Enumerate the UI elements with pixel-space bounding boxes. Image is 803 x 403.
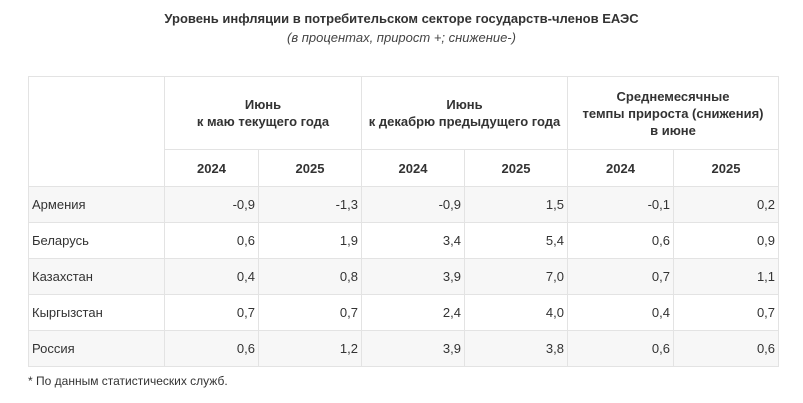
value-cell: 0,6 [567,330,674,367]
table-row: Беларусь 0,6 1,9 3,4 5,4 0,6 0,9 [28,222,780,259]
value-cell: 1,9 [258,222,362,259]
value-cell: 1,2 [258,330,362,367]
value-cell: 1,1 [672,258,780,295]
value-cell: 0,7 [672,294,780,331]
value-cell: 2,4 [361,294,465,331]
country-cell: Беларусь [28,222,165,259]
header-group-month-to-december: Июнь к декабрю предыдущего года [361,76,568,150]
value-cell: 0,2 [672,186,780,223]
value-cell: 3,8 [464,330,568,367]
country-cell: Казахстан [28,258,165,295]
value-cell: 0,6 [672,330,780,367]
footnote: * По данным статистических служб. [28,374,228,388]
value-cell: 4,0 [464,294,568,331]
table-row: Армения -0,9 -1,3 -0,9 1,5 -0,1 0,2 [28,186,780,223]
value-cell: 0,8 [258,258,362,295]
value-cell: 0,6 [164,330,259,367]
value-cell: -0,1 [567,186,674,223]
value-cell: -0,9 [164,186,259,223]
value-cell: -1,3 [258,186,362,223]
header-year: 2025 [464,149,568,187]
value-cell: 0,4 [164,258,259,295]
inflation-table: Июнь к маю текущего года Июнь к декабрю … [28,76,780,367]
header-year: 2024 [361,149,465,187]
value-cell: 0,6 [567,222,674,259]
value-cell: 0,7 [258,294,362,331]
table-row: Казахстан 0,4 0,8 3,9 7,0 0,7 1,1 [28,258,780,295]
value-cell: 0,9 [672,222,780,259]
header-group-line: Июнь [446,97,483,112]
header-year: 2025 [672,149,780,187]
header-corner [28,76,165,187]
value-cell: 0,7 [164,294,259,331]
value-cell: 0,6 [164,222,259,259]
value-cell: 3,9 [361,258,465,295]
value-cell: 5,4 [464,222,568,259]
header-group-month-to-may: Июнь к маю текущего года [164,76,362,150]
value-cell: 1,5 [464,186,568,223]
table-row: Кыргызстан 0,7 0,7 2,4 4,0 0,4 0,7 [28,294,780,331]
country-cell: Армения [28,186,165,223]
header-year: 2024 [567,149,674,187]
header-group-line: Среднемесячные [616,88,730,104]
table-row: Россия 0,6 1,2 3,9 3,8 0,6 0,6 [28,330,780,367]
header-year: 2025 [258,149,362,187]
header-group-line: в июне [650,122,696,138]
header-group-line: к маю текущего года [196,114,330,129]
page-subtitle: (в процентах, прирост +; снижение-) [287,30,516,45]
value-cell: 3,4 [361,222,465,259]
header-row-groups: Июнь к маю текущего года Июнь к декабрю … [28,76,780,187]
header-row-years: 2024 2025 2024 2025 2024 2025 [29,149,780,187]
value-cell: 3,9 [361,330,465,367]
value-cell: 7,0 [464,258,568,295]
header-group-line: Июнь [244,97,282,112]
value-cell: -0,9 [361,186,465,223]
header-group-line: к декабрю предыдущего года [368,114,561,129]
header-group-line: темпы прироста (снижения) [582,105,764,121]
country-cell: Кыргызстан [28,294,165,331]
value-cell: 0,4 [567,294,674,331]
value-cell: 0,7 [567,258,674,295]
page-title: Уровень инфляции в потребительском секто… [164,11,639,26]
header-year: 2024 [164,149,259,187]
header-group-monthly-average: Среднемесячные темпы прироста (снижения)… [566,76,780,150]
country-cell: Россия [28,330,165,367]
